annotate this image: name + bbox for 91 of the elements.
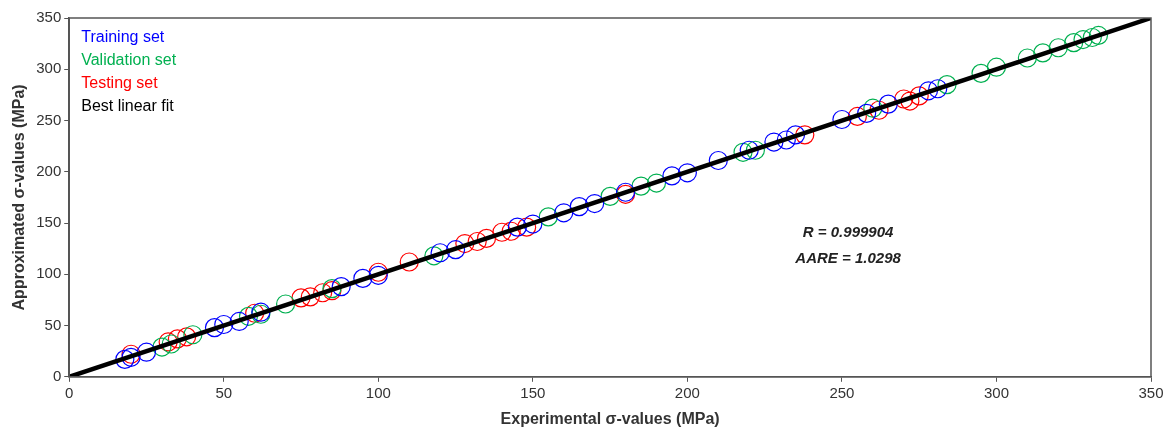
x-tick-label: 50 <box>215 383 233 401</box>
x-tick-label: 250 <box>829 383 855 401</box>
point <box>1048 38 1068 58</box>
point <box>229 311 249 332</box>
point <box>538 207 558 227</box>
y-tick-label: 0 <box>52 366 62 384</box>
point <box>900 91 920 111</box>
point <box>517 217 537 237</box>
point <box>569 197 589 217</box>
annotation: AARE = 1.0298 <box>794 249 902 267</box>
point <box>177 327 197 347</box>
point <box>863 98 883 118</box>
y-tick-label: 50 <box>44 315 62 333</box>
y-tick-label: 350 <box>36 8 62 26</box>
point <box>399 252 419 272</box>
y-tick-label: 150 <box>36 213 62 231</box>
point <box>600 186 620 206</box>
x-tick-label: 200 <box>674 383 700 401</box>
point <box>1082 27 1102 48</box>
point <box>986 57 1007 77</box>
point <box>869 100 889 120</box>
point <box>764 132 784 152</box>
point <box>662 166 682 186</box>
point <box>445 240 466 260</box>
point <box>1064 33 1084 53</box>
point <box>167 329 187 349</box>
point <box>733 142 753 162</box>
x-tick-label: 0 <box>65 383 74 401</box>
point <box>847 106 867 127</box>
point <box>918 81 939 101</box>
text: Training set <box>81 28 165 46</box>
point <box>238 306 259 326</box>
annotation: R = 0.999904 <box>802 223 894 241</box>
point <box>476 228 497 249</box>
point <box>115 349 135 369</box>
y-tick-label: 300 <box>36 59 62 77</box>
point <box>776 130 796 150</box>
point <box>937 75 957 95</box>
x-tick-label: 350 <box>1138 383 1164 401</box>
point <box>353 268 373 288</box>
point <box>894 89 914 109</box>
point <box>1088 25 1109 46</box>
point <box>1033 43 1053 63</box>
point <box>331 276 351 297</box>
point <box>554 203 574 223</box>
point <box>275 294 296 314</box>
point <box>878 94 898 114</box>
text: Validation set <box>81 51 177 69</box>
point <box>909 86 929 106</box>
point <box>245 303 265 323</box>
point <box>455 233 475 254</box>
point <box>152 337 172 357</box>
x-tick-label: 100 <box>365 383 391 401</box>
point <box>785 125 806 145</box>
point <box>832 109 852 130</box>
point <box>585 193 605 214</box>
point <box>739 140 759 160</box>
point <box>291 288 311 308</box>
x-tick-label: 150 <box>520 383 546 401</box>
point <box>1073 29 1093 50</box>
point <box>857 103 877 123</box>
y-axis-title: Approximated σ-values (MPa) <box>10 84 28 311</box>
point <box>300 287 320 307</box>
point <box>136 342 157 362</box>
x-tick-label: 300 <box>983 383 1009 401</box>
point <box>523 214 543 234</box>
y-tick-label: 100 <box>36 264 62 282</box>
point <box>1017 48 1037 68</box>
point <box>646 173 667 193</box>
point <box>708 150 728 171</box>
point <box>501 221 521 241</box>
point <box>745 140 765 160</box>
point <box>971 63 991 83</box>
point <box>183 325 203 345</box>
point <box>795 125 815 145</box>
point <box>214 314 234 335</box>
point <box>424 246 444 266</box>
point <box>677 163 697 183</box>
point <box>492 222 512 242</box>
point <box>928 79 948 99</box>
point <box>313 283 333 303</box>
y-tick-label: 200 <box>36 161 62 179</box>
text: Testing set <box>81 74 159 92</box>
x-axis-title: Experimental σ-values (MPa) <box>500 409 720 427</box>
point <box>631 176 651 196</box>
point <box>507 217 527 237</box>
point <box>204 317 225 338</box>
point <box>467 231 487 252</box>
text: Best linear fit <box>81 97 175 115</box>
point <box>430 243 450 263</box>
y-tick-label: 250 <box>36 110 62 128</box>
